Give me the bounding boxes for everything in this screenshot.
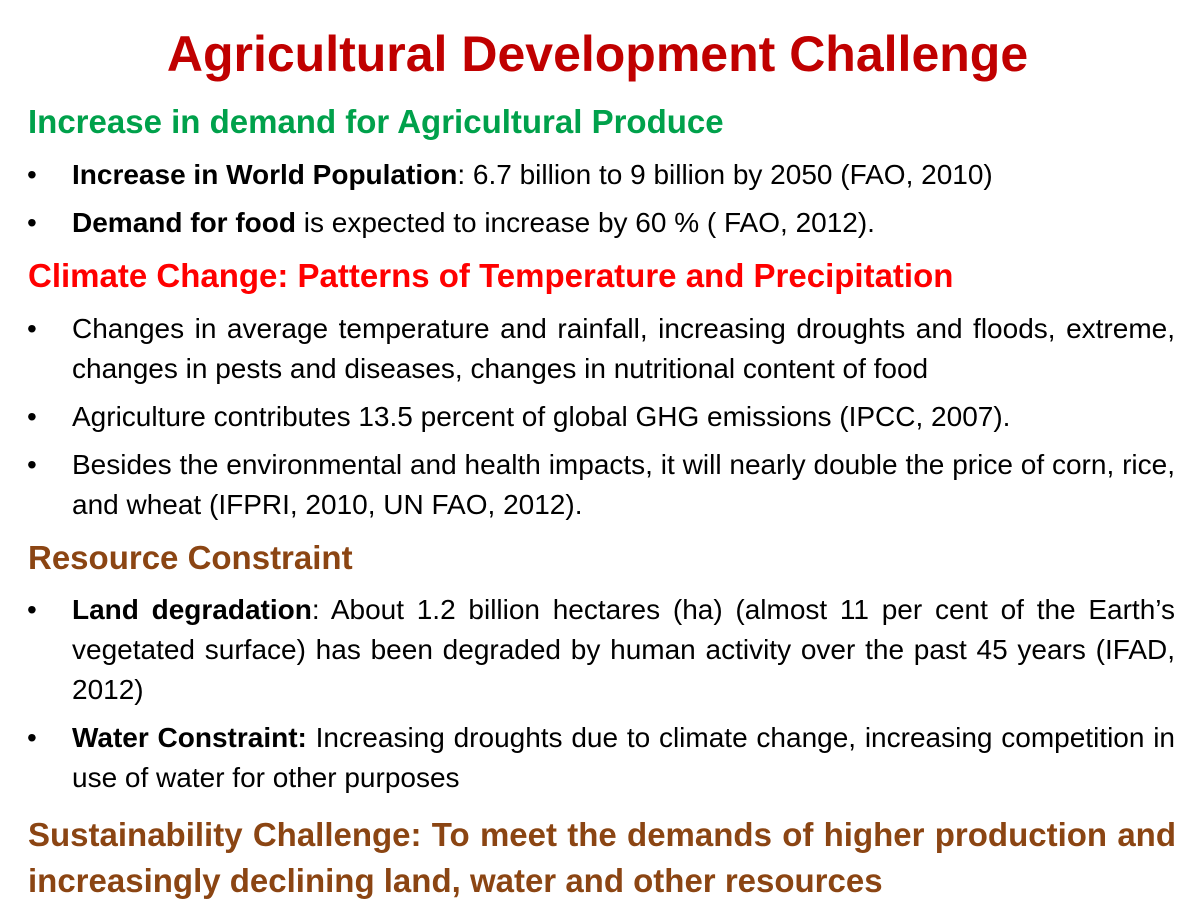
bullet-text: : About 1.2 billion hectares (ha) (almos…: [72, 594, 1175, 705]
bullet-icon: •: [27, 207, 37, 238]
bullet-lead: Water Constraint:: [72, 722, 307, 753]
bullet-lead: Increase in World Population: [72, 159, 458, 190]
section-heading-sustainability: Sustainability Challenge: To meet the de…: [28, 816, 1176, 899]
list-item: • Water Constraint: Increasing droughts …: [0, 718, 1195, 798]
section-heading-resource: Resource Constraint: [28, 539, 353, 576]
bullet-text: Besides the environmental and health imp…: [72, 449, 1175, 520]
list-item: • Besides the environmental and health i…: [0, 445, 1195, 525]
bullet-text: : 6.7 billion to 9 billion by 2050 (FAO,…: [457, 159, 993, 190]
resource-bullet-list: • Land degradation: About 1.2 billion he…: [0, 590, 1195, 798]
bullet-icon: •: [27, 449, 37, 480]
list-item: • Agriculture contributes 13.5 percent o…: [0, 397, 1195, 437]
bullet-icon: •: [27, 313, 37, 344]
list-item: • Demand for food is expected to increas…: [0, 203, 1195, 243]
bullet-icon: •: [27, 594, 37, 625]
list-item: • Land degradation: About 1.2 billion he…: [0, 590, 1195, 710]
bullet-text: Changes in average temperature and rainf…: [72, 313, 1175, 384]
section-heading-demand: Increase in demand for Agricultural Prod…: [28, 103, 724, 140]
bullet-text: Agriculture contributes 13.5 percent of …: [72, 401, 1011, 432]
demand-bullet-list: • Increase in World Population: 6.7 bill…: [0, 155, 1195, 243]
section-heading-climate: Climate Change: Patterns of Temperature …: [28, 257, 954, 294]
bullet-text: is expected to increase by 60 % ( FAO, 2…: [296, 207, 875, 238]
slide-title: Agricultural Development Challenge: [166, 26, 1029, 82]
bullet-lead: Land degradation: [72, 594, 312, 625]
bullet-icon: •: [27, 722, 37, 753]
climate-bullet-list: • Changes in average temperature and rai…: [0, 309, 1195, 525]
bullet-lead: Demand for food: [72, 207, 296, 238]
list-item: • Changes in average temperature and rai…: [0, 309, 1195, 389]
list-item: • Increase in World Population: 6.7 bill…: [0, 155, 1195, 195]
bullet-icon: •: [27, 401, 37, 432]
bullet-text: Increasing droughts due to climate chang…: [72, 722, 1175, 793]
bullet-icon: •: [27, 159, 37, 190]
